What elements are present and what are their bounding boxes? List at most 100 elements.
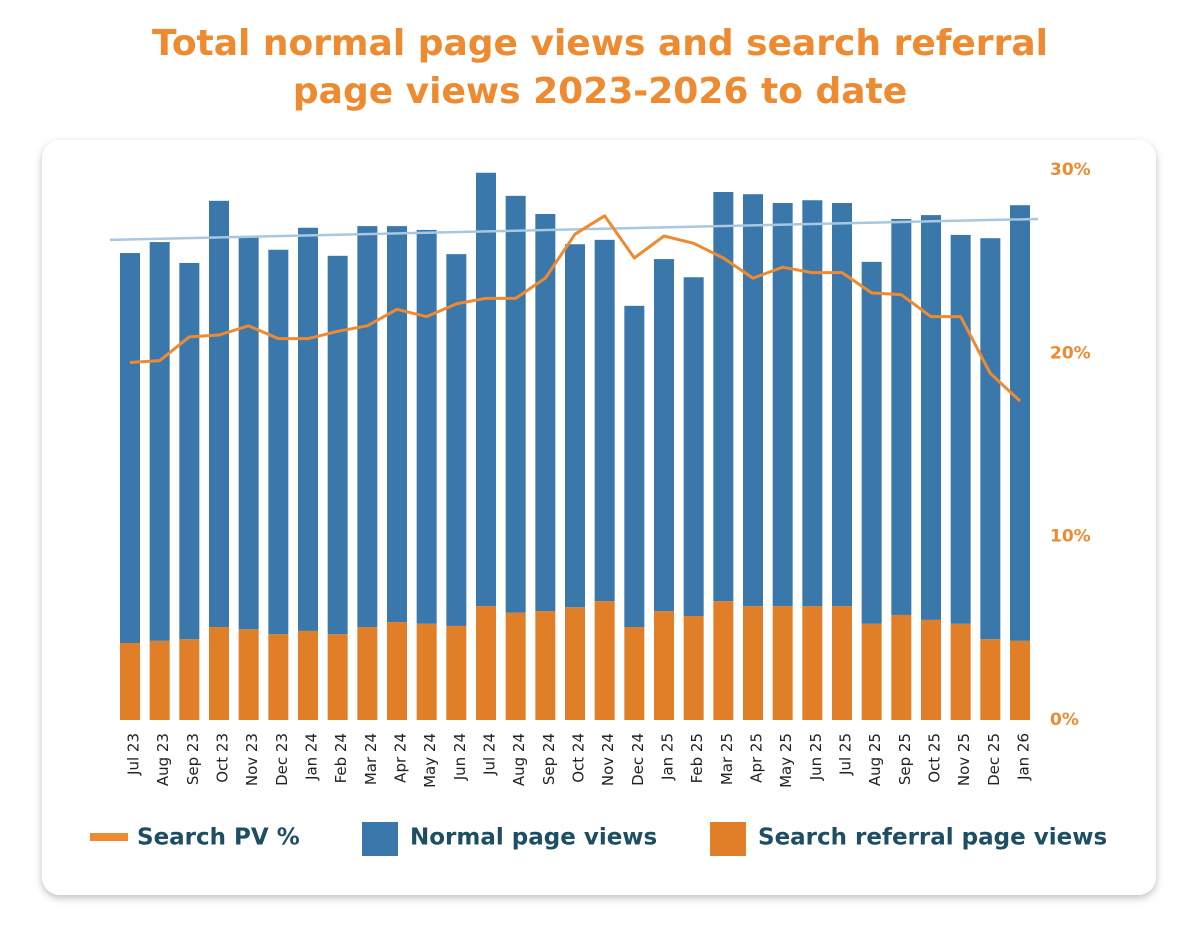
x-tick-label: Apr 24	[392, 733, 410, 783]
x-tick-label: Oct 25	[926, 733, 944, 783]
legend-swatch	[362, 822, 398, 856]
x-tick-label: Nov 25	[955, 733, 973, 786]
x-tick-label: Sep 23	[184, 733, 202, 785]
bar-segment	[802, 200, 823, 607]
bar-segment	[980, 238, 1001, 640]
bar-segment	[1010, 205, 1030, 641]
x-tick-label: Jun 25	[807, 733, 825, 781]
bar-segment	[238, 629, 259, 720]
chart-title: Total normal page views and search refer…	[152, 23, 1048, 64]
x-tick-label: Oct 23	[214, 733, 232, 783]
chart-subtitle: page views 2023-2026 to date	[293, 71, 907, 112]
x-tick-label: Feb 25	[688, 733, 706, 783]
bar-segment	[772, 606, 793, 720]
x-tick-label: Dec 24	[629, 733, 647, 786]
bar-segment	[446, 254, 467, 626]
bar-segment	[416, 229, 437, 624]
bar-segment	[238, 237, 259, 630]
bar-segment	[446, 625, 467, 720]
bar-segment	[387, 622, 407, 720]
bar-segment	[950, 623, 971, 720]
bar-segment	[416, 623, 437, 720]
bar-segment	[594, 601, 615, 720]
y2-tick-label: 30%	[1050, 160, 1091, 180]
x-tick-label: Nov 23	[243, 733, 261, 786]
bar-segment	[179, 639, 200, 720]
bar-segment	[594, 239, 615, 602]
x-tick-label: Aug 25	[866, 733, 884, 786]
bar-segment	[476, 172, 496, 607]
y2-tick-label: 0%	[1050, 710, 1079, 730]
bar-segment	[505, 612, 526, 720]
bar-segment	[179, 262, 200, 640]
bar-segment	[298, 227, 318, 631]
bar-segment	[891, 218, 912, 615]
x-tick-label: Sep 24	[540, 733, 558, 785]
x-tick-label: Dec 23	[273, 733, 291, 786]
bar-segment	[861, 261, 882, 624]
x-tick-label: Aug 23	[154, 733, 172, 786]
bar-segment	[980, 639, 1001, 720]
x-tick-label: Nov 24	[599, 733, 617, 786]
y2-tick-label: 20%	[1050, 343, 1091, 363]
bar-segment	[950, 234, 971, 624]
bar-segment	[921, 619, 941, 720]
x-tick-label: Oct 24	[570, 733, 588, 783]
bar-segment	[149, 242, 170, 641]
bar-segment	[505, 195, 526, 613]
legend-label: Search PV %	[137, 825, 300, 851]
bar-segment	[120, 253, 140, 644]
bar-segment	[624, 627, 645, 720]
x-tick-label: May 24	[421, 733, 439, 788]
bar-segment	[149, 640, 170, 720]
bar-segment	[832, 203, 852, 607]
bar-segment	[713, 601, 734, 720]
x-tick-label: Apr 25	[748, 733, 766, 783]
bar-segment	[743, 194, 763, 607]
legend-swatch	[90, 833, 128, 841]
bar-segment	[357, 226, 378, 628]
bar-segment	[535, 214, 556, 612]
x-tick-label: Mar 25	[718, 733, 736, 785]
bar-segment	[802, 606, 823, 720]
bar-segment	[683, 277, 704, 617]
bar-segment	[357, 627, 378, 720]
x-tick-label: Dec 25	[985, 733, 1003, 786]
bar-segment	[861, 623, 882, 720]
bar-segment	[743, 606, 763, 720]
bar-segment	[327, 634, 348, 720]
bar-segment	[565, 607, 585, 720]
bar-segment	[891, 614, 912, 720]
legend-label: Normal page views	[410, 825, 657, 851]
bar-segment	[120, 643, 140, 720]
x-tick-label: Jun 24	[451, 733, 469, 781]
bar-segment	[565, 244, 585, 608]
bar-segment	[535, 611, 556, 720]
line-series	[129, 214, 1022, 403]
bar-segment	[268, 249, 289, 635]
bar-segment	[832, 606, 852, 720]
bar-segment	[772, 203, 793, 607]
bar-segment	[683, 616, 704, 720]
bar-segment	[268, 634, 289, 720]
bar-segment	[209, 627, 229, 720]
bar-segment	[624, 305, 645, 628]
bar-segment	[1010, 640, 1030, 720]
x-tick-label: May 25	[777, 733, 795, 788]
x-tick-label: Jan 26	[1015, 733, 1033, 781]
trendline	[109, 217, 1039, 242]
bar-segment	[654, 611, 674, 720]
x-tick-label: Feb 24	[332, 733, 350, 783]
legend-swatch	[710, 822, 746, 856]
bar-segment	[327, 255, 348, 635]
y2-tick-label: 10%	[1050, 527, 1091, 547]
x-tick-label: Jul 24	[481, 733, 499, 776]
bar-segment	[654, 259, 674, 612]
x-tick-label: Mar 24	[362, 733, 380, 785]
x-tick-label: Jan 25	[659, 733, 677, 781]
x-tick-label: Jul 23	[125, 733, 143, 776]
x-tick-label: Sep 25	[896, 733, 914, 785]
bar-segment	[209, 200, 229, 628]
bar-segment	[298, 630, 318, 720]
